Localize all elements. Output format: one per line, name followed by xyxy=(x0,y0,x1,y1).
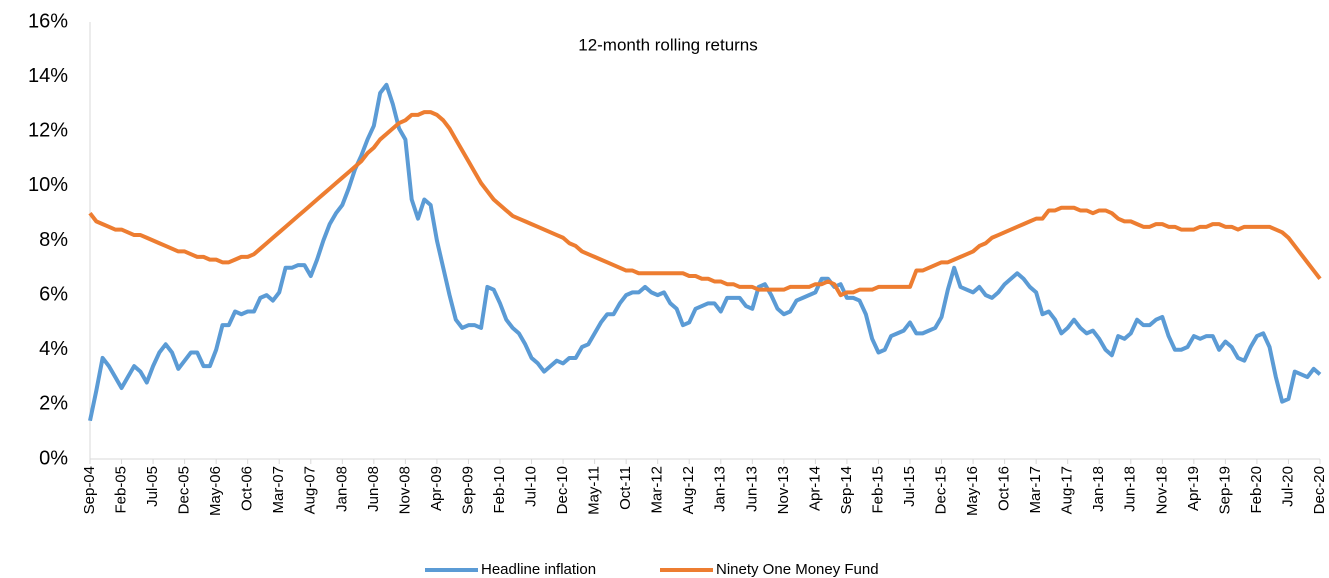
x-tick-label: May-16 xyxy=(964,466,981,516)
x-tick-label: Sep-19 xyxy=(1216,466,1233,514)
x-tick-label: Jan-18 xyxy=(1090,466,1107,512)
y-tick-label: 12% xyxy=(28,120,68,142)
x-tick-label: Dec-10 xyxy=(554,466,571,514)
x-tick-label: Aug-12 xyxy=(680,466,697,514)
x-tick-label: Jan-13 xyxy=(712,466,729,512)
y-tick-label: 0% xyxy=(39,447,68,469)
x-tick-label: Feb-15 xyxy=(869,466,886,514)
x-tick-label: Apr-14 xyxy=(806,466,823,511)
x-tick-label: Mar-17 xyxy=(1027,466,1044,514)
x-tick-label: Aug-17 xyxy=(1059,466,1076,514)
series-line xyxy=(88,82,1322,422)
x-tick-label: Jun-18 xyxy=(1122,466,1139,512)
x-tick-label: Jul-10 xyxy=(523,466,540,507)
x-tick-label: May-06 xyxy=(207,466,224,516)
x-tick-label: Apr-19 xyxy=(1185,466,1202,511)
x-tick-label: Sep-14 xyxy=(838,466,855,514)
y-tick-label: 6% xyxy=(39,283,68,305)
y-tick-label: 14% xyxy=(28,65,68,87)
y-tick-label: 10% xyxy=(28,174,68,196)
x-tick-label: Feb-20 xyxy=(1248,466,1265,514)
x-tick-label: Nov-08 xyxy=(396,466,413,514)
x-tick-label: Jul-05 xyxy=(144,466,161,507)
x-tick-label: Jul-15 xyxy=(901,466,918,507)
series-line xyxy=(88,110,1322,298)
y-tick-label: 2% xyxy=(39,393,68,415)
x-tick-label: Aug-07 xyxy=(302,466,319,514)
legend-label: Headline inflation xyxy=(481,561,596,578)
x-tick-label: Nov-18 xyxy=(1153,466,1170,514)
x-tick-label: Apr-09 xyxy=(428,466,445,511)
y-tick-label: 8% xyxy=(39,229,68,251)
x-tick-label: Sep-09 xyxy=(459,466,476,514)
x-tick-label: Jul-20 xyxy=(1279,466,1296,507)
legend-label: Ninety One Money Fund xyxy=(716,561,879,578)
y-tick-label: 16% xyxy=(28,10,68,32)
y-tick-label: 4% xyxy=(39,338,68,360)
x-tick-label: Jan-08 xyxy=(333,466,350,512)
x-tick-label: Feb-10 xyxy=(491,466,508,514)
x-tick-label: Dec-15 xyxy=(933,466,950,514)
x-tick-label: Nov-13 xyxy=(775,466,792,514)
x-tick-label: Oct-06 xyxy=(239,466,256,511)
x-tick-label: Jun-08 xyxy=(365,466,382,512)
x-tick-label: Dec-20 xyxy=(1311,466,1328,514)
chart-title: 12-month rolling returns xyxy=(578,35,758,54)
x-tick-label: Mar-07 xyxy=(270,466,287,514)
x-tick-label: Oct-11 xyxy=(617,466,634,510)
x-tick-label: Jun-13 xyxy=(743,466,760,512)
x-tick-label: Mar-12 xyxy=(649,466,666,514)
x-tick-label: Sep-04 xyxy=(81,466,98,514)
x-tick-label: Feb-05 xyxy=(113,466,130,514)
x-tick-label: Dec-05 xyxy=(176,466,193,514)
x-tick-label: May-11 xyxy=(586,466,603,515)
x-tick-label: Oct-16 xyxy=(996,466,1013,511)
